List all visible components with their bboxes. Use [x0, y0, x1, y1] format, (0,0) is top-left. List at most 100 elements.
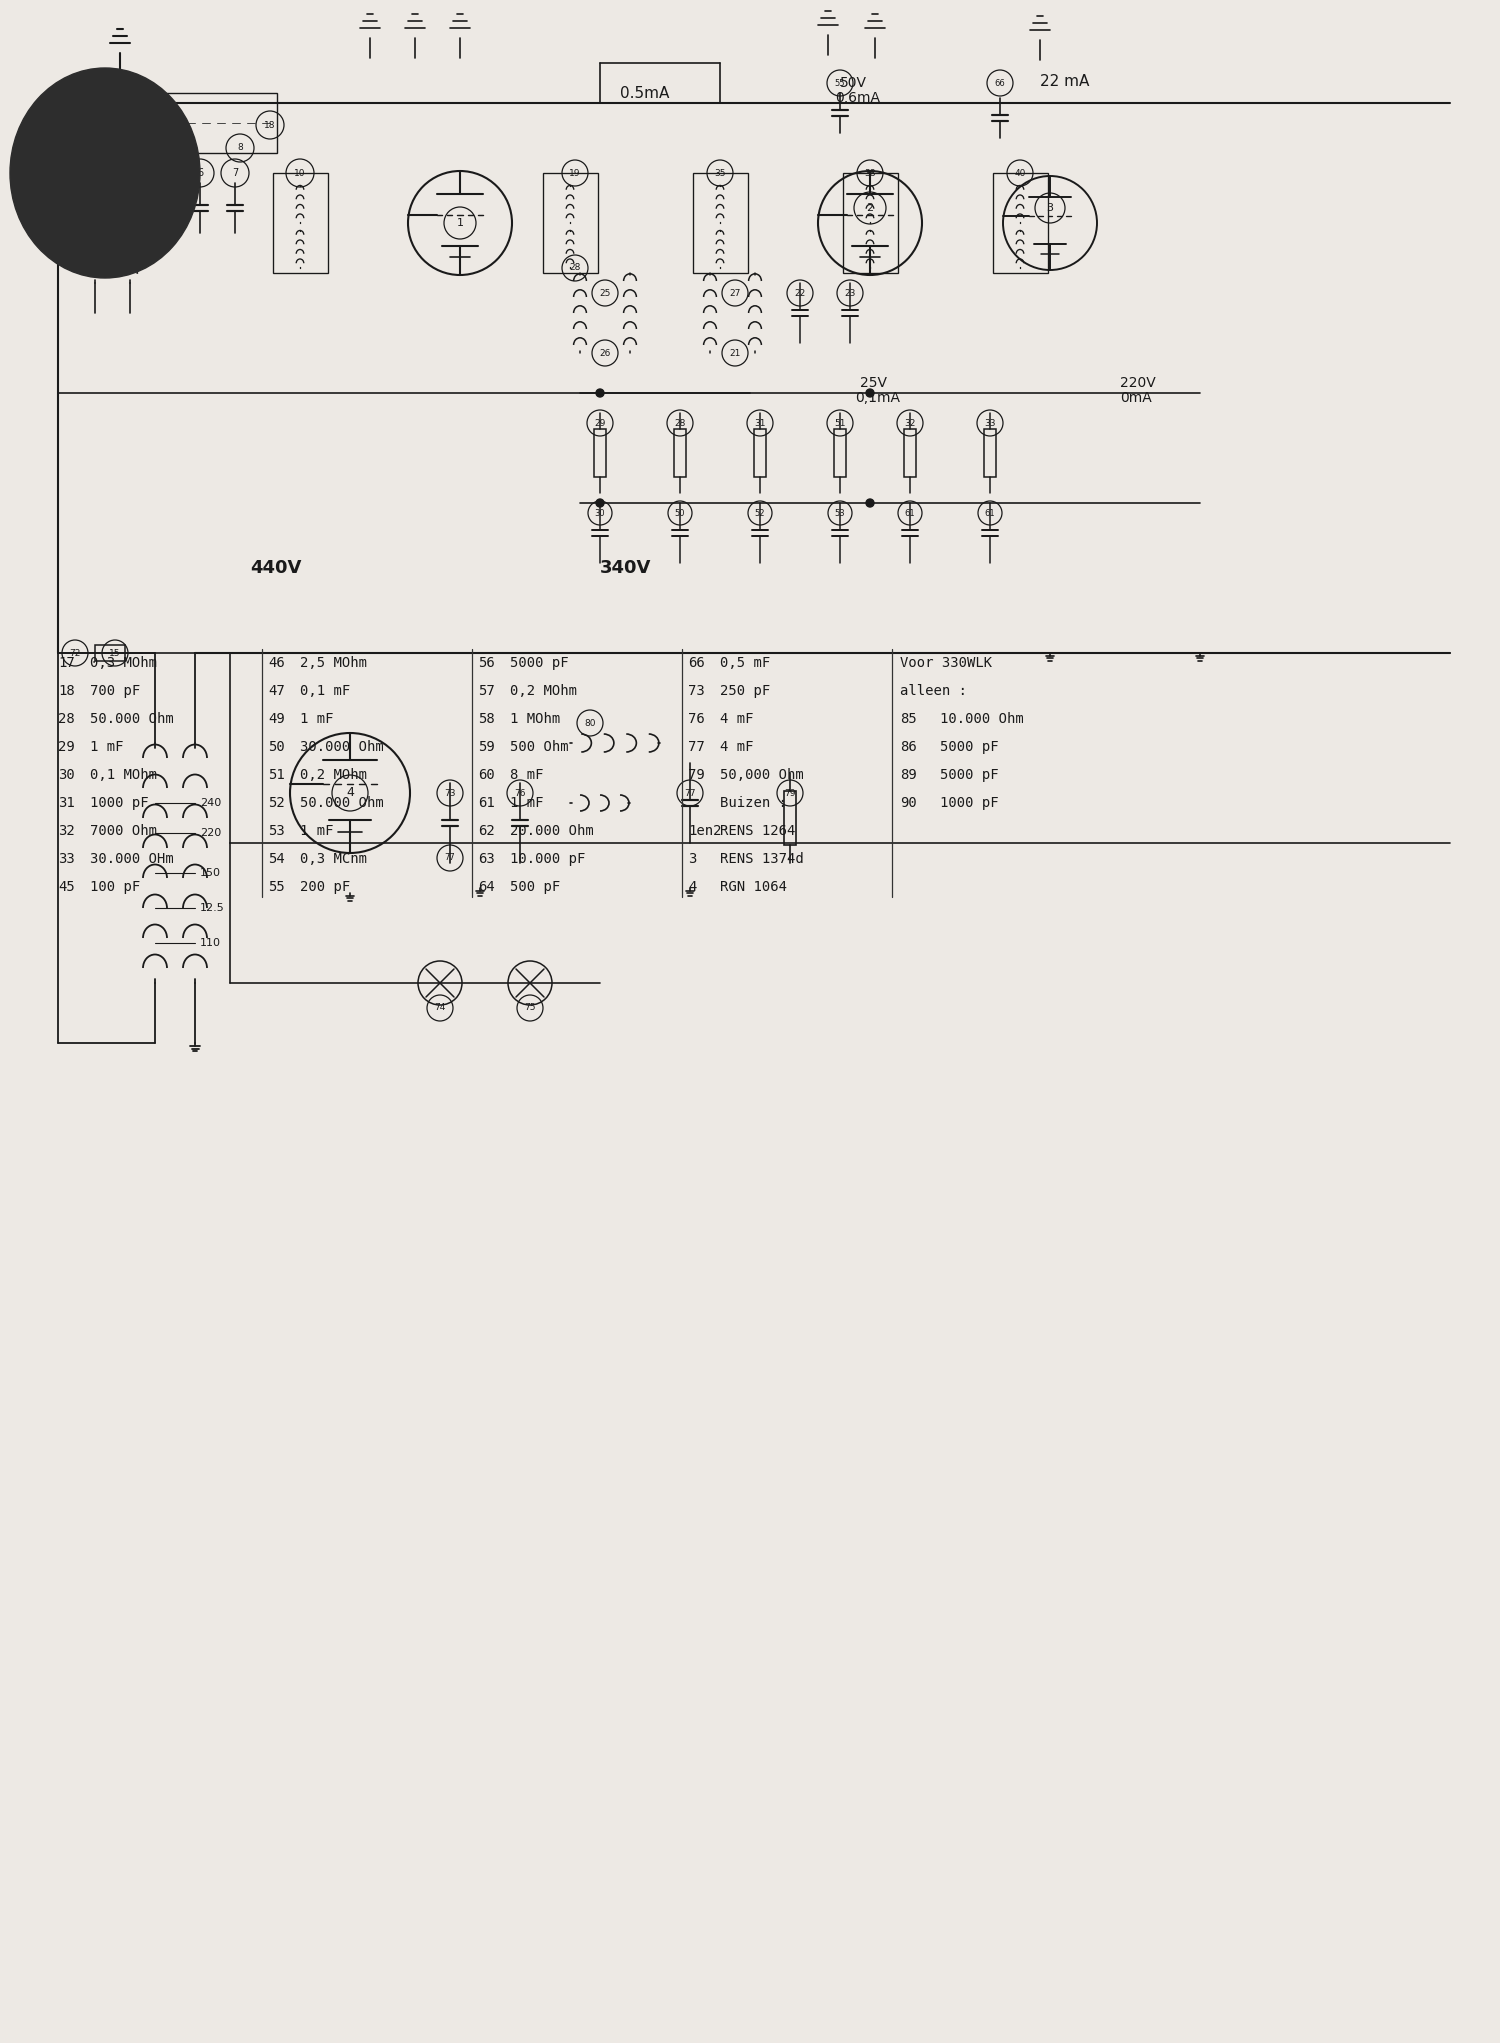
Text: 8: 8 — [237, 143, 243, 153]
Text: RENS 1374d: RENS 1374d — [720, 852, 804, 866]
Text: 4: 4 — [688, 881, 696, 895]
Text: 79: 79 — [688, 768, 705, 782]
Text: 0,1 MOhm: 0,1 MOhm — [90, 768, 158, 782]
Text: 4: 4 — [346, 787, 354, 799]
Text: 100 pF: 100 pF — [90, 881, 141, 895]
Text: 66: 66 — [994, 78, 1005, 88]
Text: 10: 10 — [294, 168, 306, 178]
Text: 28: 28 — [675, 419, 686, 427]
Text: 89: 89 — [900, 768, 916, 782]
Text: 1 mF: 1 mF — [510, 797, 543, 809]
Text: 63: 63 — [478, 852, 495, 866]
Text: 30: 30 — [58, 768, 75, 782]
Text: 60: 60 — [478, 768, 495, 782]
Text: 73: 73 — [444, 789, 456, 797]
Text: 30: 30 — [594, 509, 606, 517]
Text: 52: 52 — [754, 509, 765, 517]
Text: 0,5 mF: 0,5 mF — [720, 656, 771, 670]
Text: 50.000 Ohm: 50.000 Ohm — [90, 713, 174, 725]
Text: 0,6mA: 0,6mA — [836, 92, 880, 104]
Text: 61: 61 — [984, 509, 996, 517]
Text: 55: 55 — [834, 78, 846, 88]
Text: 3: 3 — [688, 852, 696, 866]
Text: 30.000 Ohm: 30.000 Ohm — [300, 740, 384, 754]
Text: 1000 pF: 1000 pF — [90, 797, 148, 809]
Bar — [843, 174, 897, 274]
Text: 21: 21 — [729, 349, 741, 358]
Text: 5000 pF: 5000 pF — [510, 656, 568, 670]
Text: 220V: 220V — [1120, 376, 1155, 390]
Text: 51: 51 — [268, 768, 285, 782]
Bar — [94, 646, 124, 662]
Text: 61: 61 — [904, 509, 915, 517]
Text: 47: 47 — [268, 684, 285, 699]
Bar — [543, 174, 597, 274]
Bar — [147, 94, 278, 153]
Text: 0,3 MCnm: 0,3 MCnm — [300, 852, 368, 866]
Text: RENS 1264: RENS 1264 — [720, 823, 795, 838]
Text: 75: 75 — [525, 1003, 536, 1013]
Text: 200 pF: 200 pF — [300, 881, 350, 895]
Text: alleen :: alleen : — [900, 684, 968, 699]
Text: 28: 28 — [570, 264, 580, 272]
Circle shape — [596, 388, 604, 396]
Text: 5: 5 — [162, 168, 168, 178]
Text: 49: 49 — [268, 713, 285, 725]
Text: 51: 51 — [834, 419, 846, 427]
Text: 22 mA: 22 mA — [1040, 74, 1089, 88]
Text: 76: 76 — [514, 789, 525, 797]
Text: 50: 50 — [675, 509, 686, 517]
Text: 32: 32 — [904, 419, 915, 427]
Text: 10.000 Ohm: 10.000 Ohm — [940, 713, 1023, 725]
Text: 150: 150 — [200, 868, 220, 878]
Text: 53: 53 — [268, 823, 285, 838]
Text: 27: 27 — [729, 288, 741, 298]
Text: 22: 22 — [795, 288, 806, 298]
Text: 8 mF: 8 mF — [510, 768, 543, 782]
Text: 7000 Ohm: 7000 Ohm — [90, 823, 158, 838]
Text: 76: 76 — [688, 713, 705, 725]
Text: 23: 23 — [844, 288, 855, 298]
Text: 26: 26 — [600, 349, 610, 358]
Text: 25V: 25V — [859, 376, 886, 390]
Text: 2,5 MOhm: 2,5 MOhm — [300, 656, 368, 670]
Text: 18: 18 — [264, 121, 276, 129]
Text: 64: 64 — [478, 881, 495, 895]
Text: 52: 52 — [268, 797, 285, 809]
Text: 1en2: 1en2 — [688, 823, 722, 838]
Text: 18: 18 — [58, 684, 75, 699]
Text: 30.000 OHm: 30.000 OHm — [90, 852, 174, 866]
Text: 12.5: 12.5 — [200, 903, 225, 913]
Text: 33: 33 — [984, 419, 996, 427]
Text: 50: 50 — [268, 740, 285, 754]
Text: 500 Ohm: 500 Ohm — [510, 740, 568, 754]
Bar — [993, 174, 1047, 274]
Text: 0,2 MOhm: 0,2 MOhm — [510, 684, 578, 699]
Text: 72: 72 — [69, 648, 81, 658]
Text: 45: 45 — [58, 881, 75, 895]
Text: 77: 77 — [684, 789, 696, 797]
Text: 53: 53 — [834, 509, 846, 517]
Bar — [693, 174, 747, 274]
Text: 50V: 50V — [840, 76, 867, 90]
Circle shape — [865, 498, 874, 507]
Text: 40: 40 — [1014, 168, 1026, 178]
Circle shape — [865, 388, 874, 396]
Text: 240: 240 — [200, 799, 222, 807]
Text: 73: 73 — [688, 684, 705, 699]
Text: 2: 2 — [867, 202, 873, 212]
Text: 35: 35 — [714, 168, 726, 178]
Text: 46: 46 — [268, 656, 285, 670]
Text: 32: 32 — [58, 823, 75, 838]
Text: 5000 pF: 5000 pF — [940, 740, 999, 754]
Text: Voor 330WLK: Voor 330WLK — [900, 656, 992, 670]
Text: 1 MOhm: 1 MOhm — [510, 713, 561, 725]
Text: 1 mF: 1 mF — [300, 713, 333, 725]
Circle shape — [596, 498, 604, 507]
Text: 50,000 Ohm: 50,000 Ohm — [720, 768, 804, 782]
Text: 3: 3 — [1047, 202, 1053, 212]
Bar — [754, 429, 766, 476]
Text: 31: 31 — [58, 797, 75, 809]
Text: 61: 61 — [478, 797, 495, 809]
Text: 1 mF: 1 mF — [300, 823, 333, 838]
